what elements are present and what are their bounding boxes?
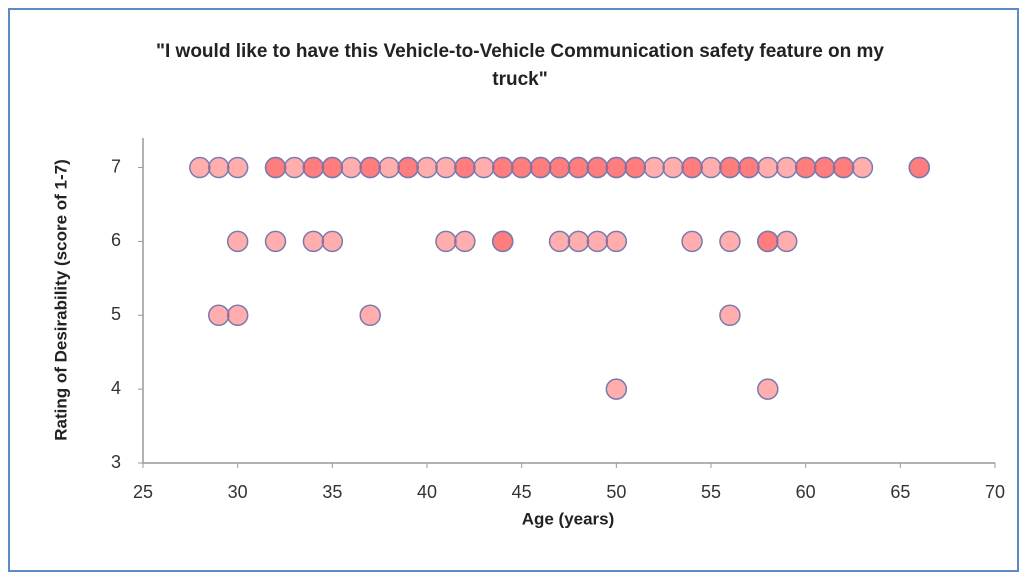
point xyxy=(264,230,287,253)
point xyxy=(321,230,344,253)
point xyxy=(775,156,798,179)
point xyxy=(586,230,609,253)
point xyxy=(529,156,552,179)
point xyxy=(681,156,703,179)
x-tick-label: 25 xyxy=(133,482,153,502)
y-tick-label: 6 xyxy=(111,230,121,250)
point xyxy=(359,304,381,327)
point xyxy=(359,156,381,179)
point xyxy=(264,156,287,179)
point xyxy=(605,230,628,253)
point xyxy=(851,156,874,179)
y-axis-title: Rating of Desirability (score of 1-7) xyxy=(51,159,70,441)
point xyxy=(643,156,665,179)
x-tick-label: 55 xyxy=(701,482,721,502)
point xyxy=(491,156,514,179)
point xyxy=(454,230,476,253)
point xyxy=(757,378,779,400)
point xyxy=(378,156,400,179)
chart-title: "I would like to have this Vehicle-to-Ve… xyxy=(155,41,884,90)
point xyxy=(719,230,741,253)
x-tick-label: 35 xyxy=(322,482,342,502)
point xyxy=(832,156,855,179)
point xyxy=(435,156,457,179)
point xyxy=(775,230,798,253)
point xyxy=(719,304,741,327)
point xyxy=(757,156,779,179)
point xyxy=(719,156,741,179)
x-tick-label: 65 xyxy=(890,482,910,502)
point xyxy=(207,304,230,327)
point xyxy=(813,156,836,179)
point xyxy=(510,156,533,179)
point xyxy=(283,156,306,179)
point xyxy=(491,230,514,253)
frame xyxy=(8,8,1019,572)
point xyxy=(567,230,590,253)
point xyxy=(908,156,931,179)
point xyxy=(189,156,211,179)
point xyxy=(321,156,344,179)
x-tick-label: 70 xyxy=(985,482,1005,502)
x-tick-label: 30 xyxy=(228,482,248,502)
point xyxy=(605,378,628,400)
point xyxy=(302,230,325,253)
point xyxy=(681,230,703,253)
point xyxy=(548,156,571,179)
point xyxy=(473,156,495,179)
x-tick-label: 40 xyxy=(417,482,437,502)
x-tick-label: 60 xyxy=(796,482,816,502)
point xyxy=(700,156,722,179)
x-axis-title: Age (years) xyxy=(522,509,615,528)
point xyxy=(340,156,363,179)
y-tick-label: 4 xyxy=(111,378,121,398)
point xyxy=(794,156,817,179)
point xyxy=(302,156,325,179)
y-tick-label: 5 xyxy=(111,304,121,324)
point xyxy=(586,156,609,179)
point xyxy=(662,156,684,179)
point xyxy=(397,156,419,179)
point xyxy=(207,156,230,179)
point xyxy=(548,230,571,253)
y-tick-label: 3 xyxy=(111,452,121,472)
point xyxy=(226,230,249,253)
point xyxy=(624,156,647,179)
point xyxy=(738,156,760,179)
point xyxy=(416,156,438,179)
point xyxy=(605,156,628,179)
point xyxy=(226,156,249,179)
point xyxy=(454,156,476,179)
point xyxy=(435,230,457,253)
point xyxy=(567,156,590,179)
x-tick-label: 50 xyxy=(606,482,626,502)
y-tick-label: 7 xyxy=(111,156,121,176)
point xyxy=(757,230,779,253)
x-tick-label: 45 xyxy=(512,482,532,502)
point xyxy=(226,304,249,327)
